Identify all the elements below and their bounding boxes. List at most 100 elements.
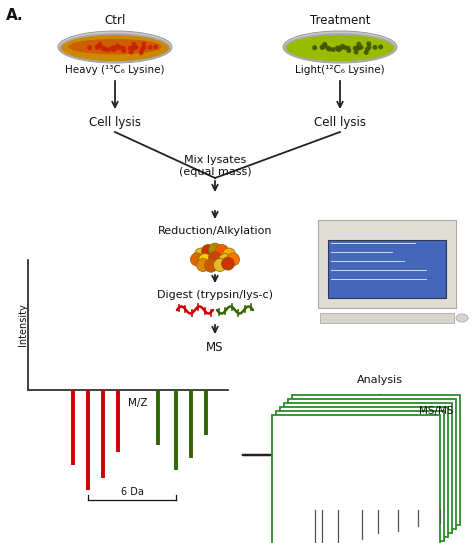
Ellipse shape [60, 34, 170, 62]
Circle shape [209, 251, 221, 264]
Circle shape [357, 46, 360, 50]
Circle shape [346, 47, 350, 50]
Circle shape [194, 248, 208, 261]
FancyBboxPatch shape [288, 399, 456, 529]
Circle shape [95, 46, 99, 49]
Circle shape [321, 45, 325, 49]
Ellipse shape [68, 39, 162, 54]
Text: Cell lysis: Cell lysis [89, 116, 141, 129]
Circle shape [132, 46, 135, 50]
FancyBboxPatch shape [292, 395, 460, 525]
Circle shape [337, 48, 340, 52]
Circle shape [323, 42, 327, 46]
Text: A.: A. [6, 8, 24, 23]
Circle shape [113, 47, 117, 50]
Circle shape [219, 254, 231, 267]
Circle shape [326, 47, 330, 50]
Ellipse shape [285, 34, 395, 62]
Circle shape [227, 253, 239, 266]
Circle shape [129, 50, 133, 54]
FancyBboxPatch shape [328, 240, 446, 298]
Circle shape [154, 45, 157, 49]
Circle shape [118, 46, 121, 49]
Circle shape [365, 47, 369, 51]
Ellipse shape [456, 314, 468, 322]
Circle shape [112, 48, 115, 52]
FancyBboxPatch shape [280, 407, 448, 537]
Circle shape [365, 50, 368, 54]
Circle shape [336, 46, 339, 50]
Ellipse shape [58, 31, 172, 63]
Circle shape [142, 42, 146, 46]
Circle shape [103, 47, 107, 51]
Text: Treatment: Treatment [310, 14, 370, 27]
Circle shape [222, 248, 236, 261]
Circle shape [356, 46, 360, 49]
Text: Intensity: Intensity [18, 304, 28, 346]
Circle shape [111, 46, 114, 50]
FancyBboxPatch shape [272, 415, 440, 543]
Circle shape [98, 42, 101, 46]
Circle shape [113, 46, 117, 50]
Text: Analysis: Analysis [357, 375, 403, 385]
FancyBboxPatch shape [276, 411, 444, 541]
Circle shape [338, 47, 341, 50]
Text: 6 Da: 6 Da [120, 487, 144, 497]
Circle shape [209, 243, 221, 256]
Circle shape [101, 47, 105, 50]
Circle shape [323, 45, 327, 48]
Circle shape [379, 45, 383, 49]
Circle shape [343, 46, 346, 49]
Circle shape [354, 50, 358, 54]
Circle shape [320, 46, 324, 49]
Circle shape [116, 45, 119, 48]
Circle shape [347, 49, 351, 52]
Circle shape [216, 244, 228, 257]
Circle shape [128, 47, 132, 50]
Circle shape [114, 46, 118, 50]
Ellipse shape [283, 31, 397, 63]
FancyBboxPatch shape [284, 403, 452, 533]
FancyBboxPatch shape [320, 313, 454, 323]
Circle shape [96, 45, 100, 49]
Text: Digest (trypsin/lys-c): Digest (trypsin/lys-c) [157, 290, 273, 300]
Circle shape [142, 46, 146, 49]
Circle shape [373, 46, 377, 49]
Circle shape [367, 42, 371, 46]
Circle shape [331, 48, 335, 52]
Text: Ctrl: Ctrl [104, 14, 126, 27]
Circle shape [132, 42, 136, 46]
Circle shape [357, 42, 361, 46]
Text: M/Z: M/Z [128, 398, 148, 408]
Circle shape [338, 46, 342, 50]
Circle shape [113, 47, 116, 50]
Text: MS/MS: MS/MS [419, 406, 454, 416]
Circle shape [338, 47, 341, 50]
Circle shape [341, 45, 344, 48]
Circle shape [134, 46, 138, 49]
Circle shape [107, 48, 110, 52]
Circle shape [141, 47, 144, 51]
Circle shape [199, 254, 211, 267]
Circle shape [313, 46, 317, 49]
Circle shape [98, 45, 102, 48]
Circle shape [139, 50, 143, 54]
Circle shape [148, 46, 152, 49]
Circle shape [367, 46, 371, 49]
Circle shape [122, 49, 126, 52]
Text: Cell lysis: Cell lysis [314, 116, 366, 129]
Circle shape [191, 253, 203, 266]
Circle shape [132, 46, 135, 49]
Text: MS: MS [206, 341, 224, 354]
Circle shape [328, 47, 331, 51]
Circle shape [221, 257, 235, 270]
FancyBboxPatch shape [318, 220, 456, 308]
Circle shape [213, 258, 227, 272]
Circle shape [88, 46, 91, 49]
Text: Reduction/Alkylation: Reduction/Alkylation [158, 226, 272, 236]
Circle shape [197, 258, 210, 272]
Circle shape [339, 46, 342, 50]
Text: Heavy (¹³C₆ Lysine): Heavy (¹³C₆ Lysine) [65, 65, 165, 75]
Text: Light(¹²C₆ Lysine): Light(¹²C₆ Lysine) [295, 65, 385, 75]
Circle shape [354, 47, 357, 50]
